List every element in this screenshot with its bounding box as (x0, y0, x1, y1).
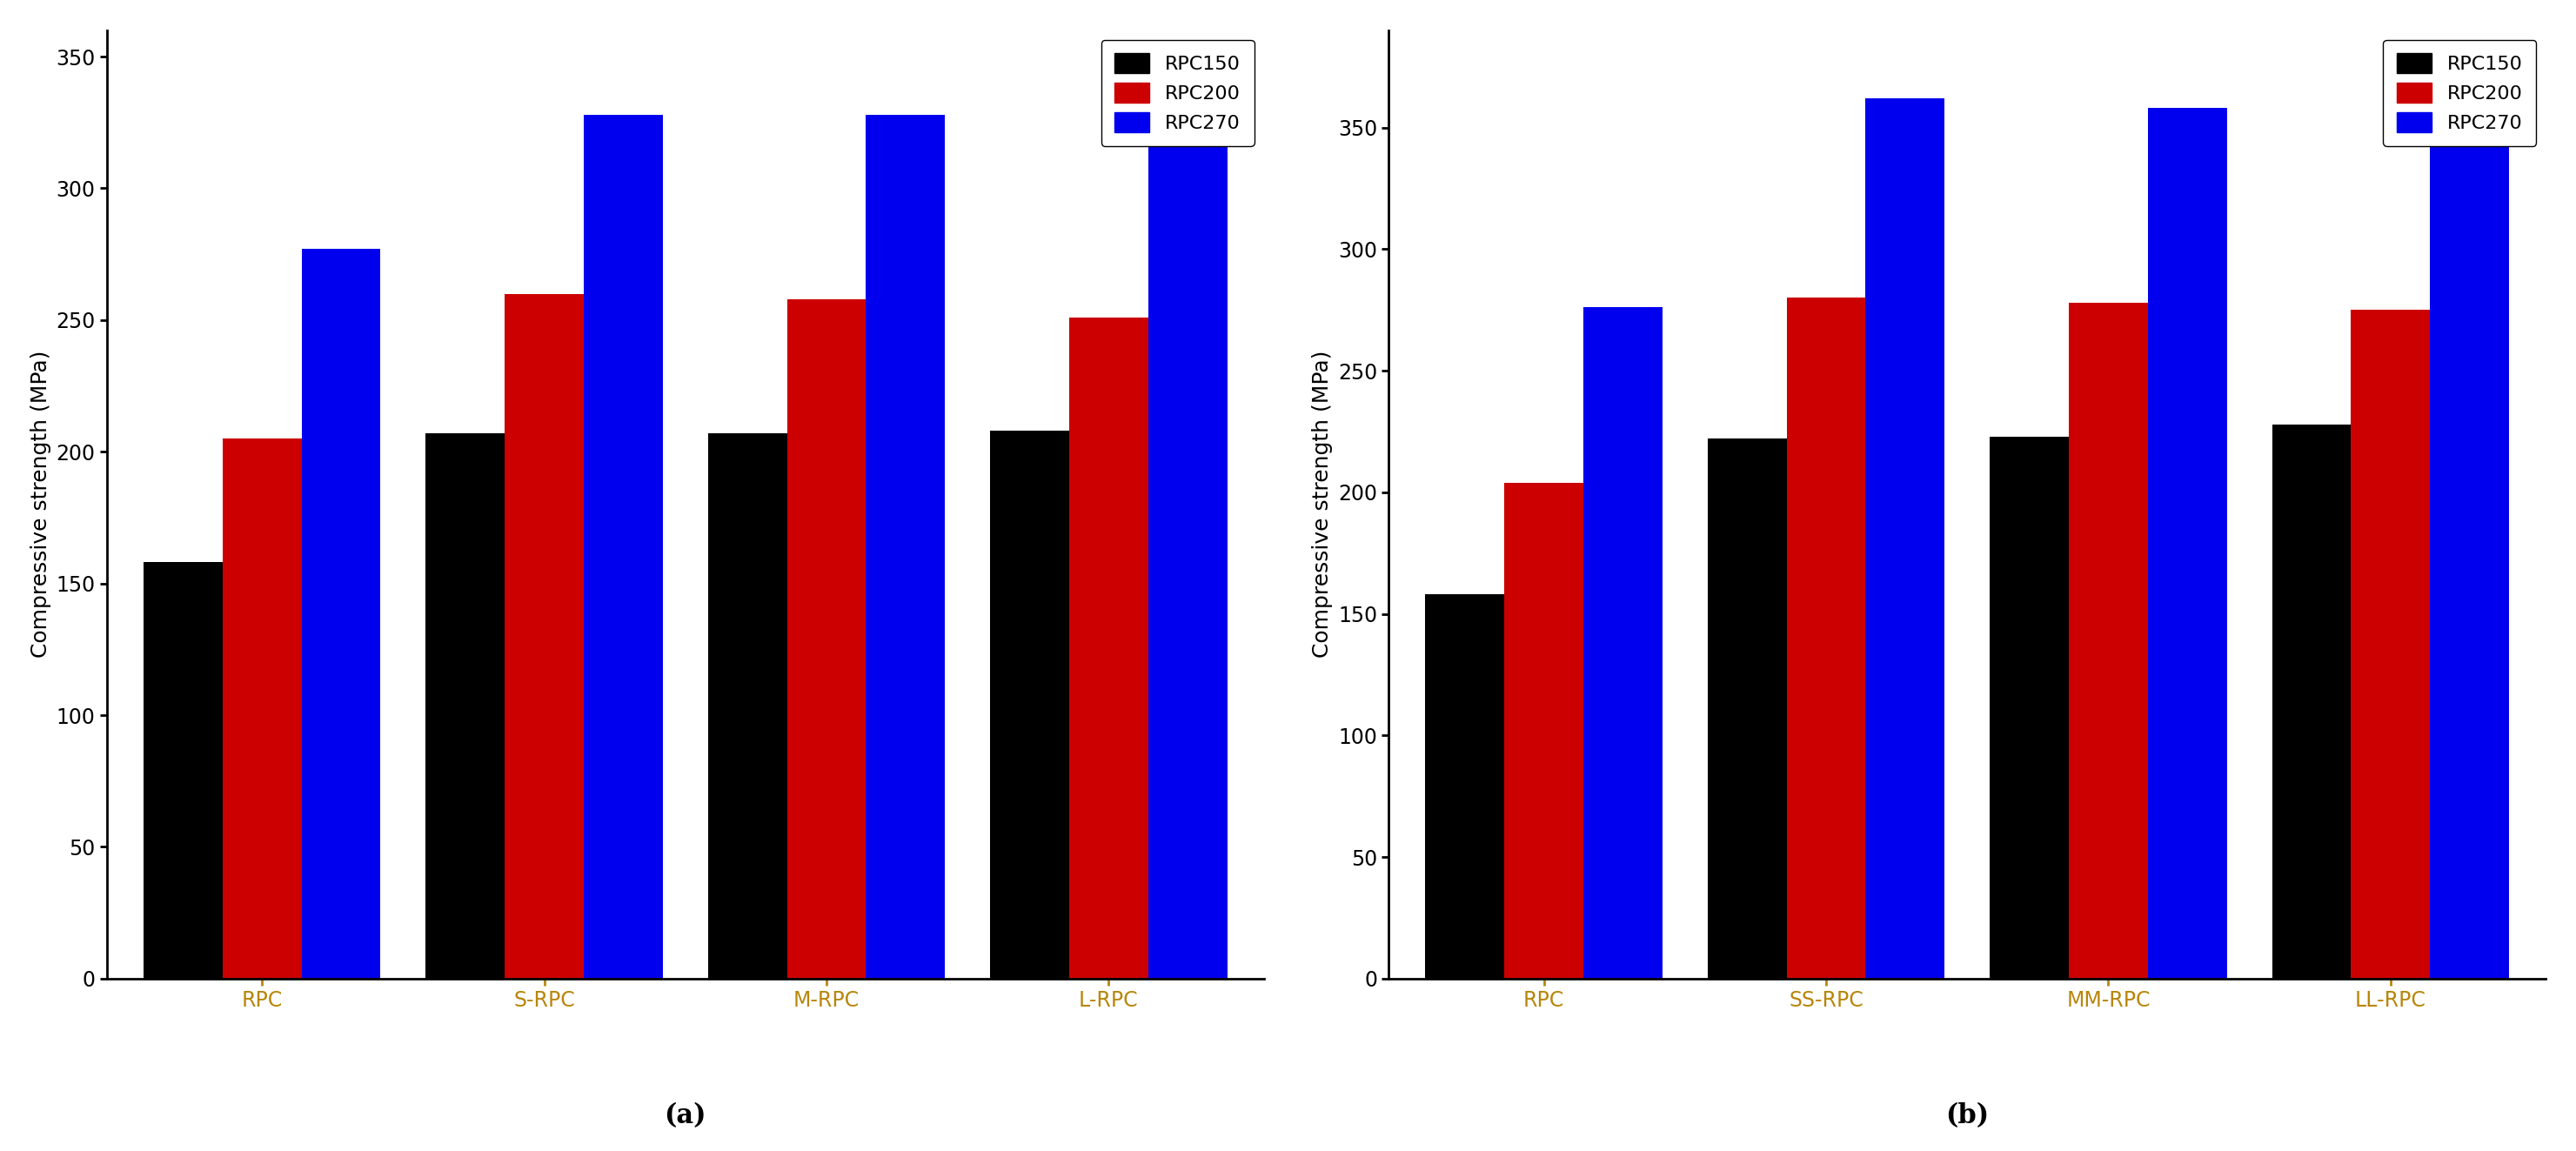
Bar (425, 433, 505, 978)
Y-axis label: Compressive strength (MPa): Compressive strength (MPa) (1311, 351, 1332, 658)
Bar (2352, 310, 2429, 978)
Legend: RPC150, RPC200, RPC270: RPC150, RPC200, RPC270 (2383, 40, 2537, 146)
Bar (1149, 125, 1226, 978)
Text: (b): (b) (1945, 1102, 1989, 1129)
Bar (1584, 307, 1662, 978)
Bar (2148, 108, 2226, 978)
Bar (2429, 115, 2509, 978)
Bar (144, 563, 222, 978)
Bar (1069, 318, 1149, 978)
Bar (1708, 439, 1788, 978)
Bar (2272, 425, 2352, 978)
Bar (989, 430, 1069, 978)
Bar (222, 439, 301, 978)
Y-axis label: Compressive strength (MPa): Compressive strength (MPa) (31, 351, 52, 658)
Bar (786, 299, 866, 978)
Bar (1425, 594, 1504, 978)
Bar (1989, 436, 2069, 978)
Bar (1504, 482, 1584, 978)
Bar (866, 114, 945, 978)
Bar (585, 114, 662, 978)
Bar (708, 433, 786, 978)
Bar (505, 294, 585, 978)
Bar (2069, 303, 2148, 978)
Bar (1788, 298, 1865, 978)
Text: (a): (a) (665, 1102, 706, 1129)
Bar (301, 249, 381, 978)
Legend: RPC150, RPC200, RPC270: RPC150, RPC200, RPC270 (1103, 40, 1255, 146)
Bar (1865, 98, 1945, 978)
